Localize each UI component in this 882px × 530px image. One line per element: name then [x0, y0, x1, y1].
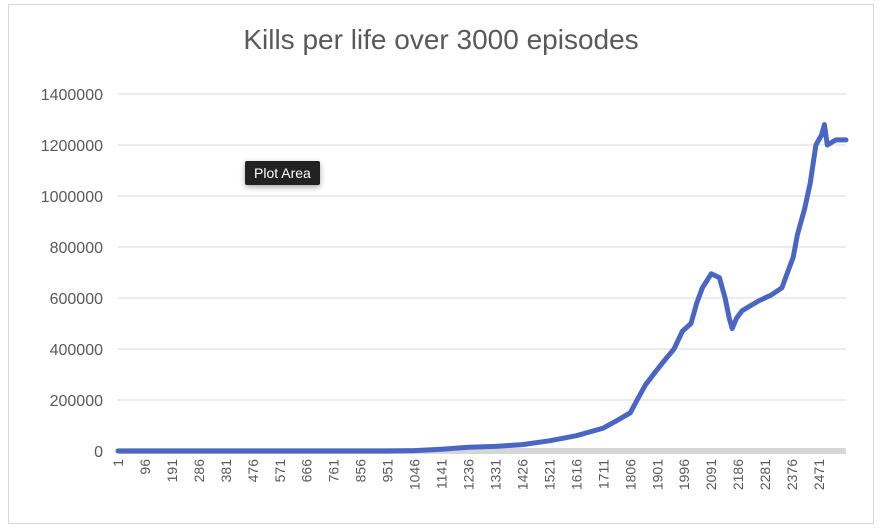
x-tick-label: 1331: [487, 459, 503, 490]
x-tick-label: 1806: [622, 459, 638, 490]
series-line-0[interactable]: [115, 122, 849, 454]
y-tick-label: 800000: [50, 240, 103, 257]
y-tick-label: 400000: [50, 342, 103, 359]
series-layer: [115, 122, 849, 454]
x-tick-label: 761: [326, 459, 342, 483]
gridlines: [118, 93, 846, 454]
x-tick-label: 1711: [595, 459, 611, 489]
x-axis-ticks: 1 96 191 286 381 476 571 666 761 856 951 1046 1141 12…: [110, 459, 827, 490]
y-tick-label: 1200000: [41, 138, 103, 155]
x-tick-label: 1236: [461, 459, 477, 490]
x-tick-label: 2186: [730, 459, 746, 490]
x-tick-label: 1: [110, 459, 126, 467]
y-tick-label: 1400000: [41, 87, 103, 104]
x-tick-label: 1521: [541, 459, 557, 490]
x-tick-label: 856: [353, 459, 369, 483]
x-tick-label: 951: [380, 459, 396, 483]
y-axis-ticks: 0 200000 400000 600000 800000 1000000 1200000 1…: [41, 87, 103, 461]
plot-area-tooltip: Plot Area: [245, 161, 320, 185]
x-tick-label: 1141: [434, 459, 450, 489]
x-tick-label: 1426: [514, 459, 530, 490]
x-tick-label: 1046: [407, 459, 423, 490]
chart-title: Kills per life over 3000 episodes: [243, 24, 639, 55]
x-tick-label: 666: [299, 459, 315, 483]
x-tick-label: 2091: [703, 459, 719, 490]
x-tick-label: 2376: [784, 459, 800, 490]
x-tick-label: 191: [164, 459, 180, 483]
x-tick-label: 286: [191, 459, 207, 483]
x-tick-label: 2471: [811, 459, 827, 490]
y-tick-label: 200000: [50, 393, 103, 410]
x-tick-label: 1996: [676, 459, 692, 490]
x-tick-label: 381: [218, 459, 234, 483]
y-tick-label: 600000: [50, 291, 103, 308]
x-axis-line: [118, 448, 846, 454]
x-tick-label: 96: [137, 459, 153, 475]
x-tick-label: 571: [272, 459, 288, 483]
x-tick-label: 1901: [649, 459, 665, 490]
y-tick-label: 0: [94, 444, 103, 461]
chart-area[interactable]: [8, 4, 874, 524]
x-tick-label: 1616: [568, 459, 584, 490]
x-tick-label: 476: [245, 459, 261, 483]
x-tick-label: 2281: [757, 459, 773, 490]
y-tick-label: 1000000: [41, 189, 103, 206]
